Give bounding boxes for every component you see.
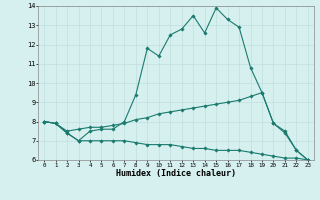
X-axis label: Humidex (Indice chaleur): Humidex (Indice chaleur) — [116, 169, 236, 178]
